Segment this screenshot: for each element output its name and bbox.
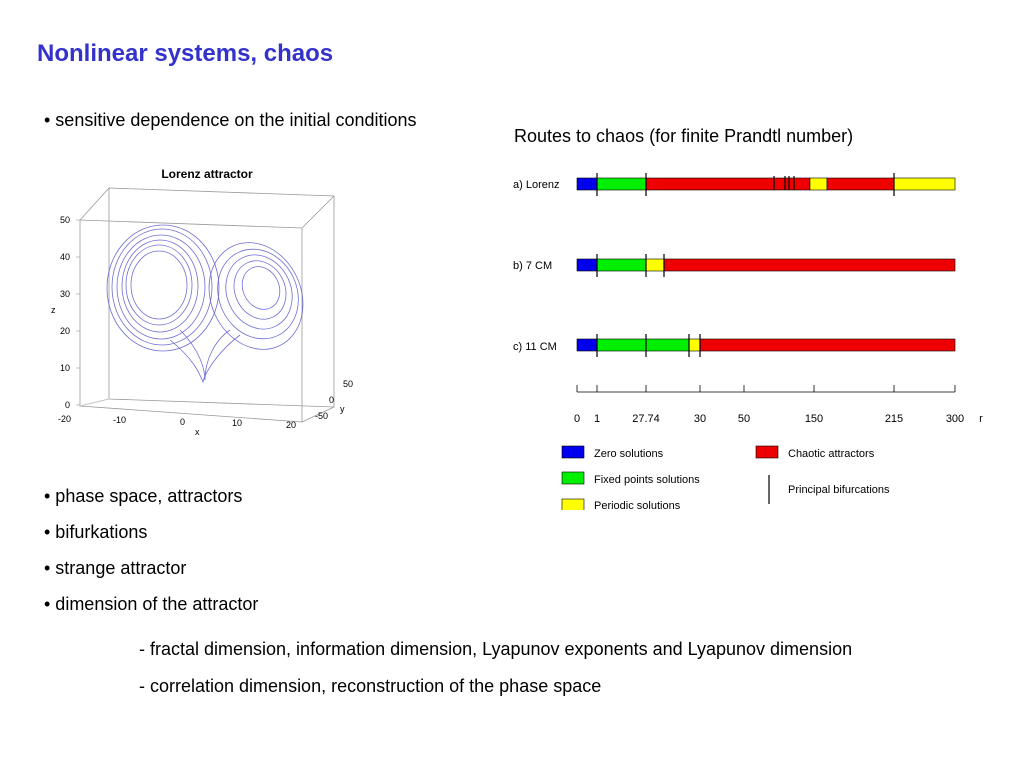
svg-text:215: 215 [885, 413, 903, 425]
svg-text:300: 300 [946, 413, 964, 425]
legend-swatch-periodic [561, 498, 585, 510]
svg-text:0: 0 [180, 417, 185, 427]
legend-swatch-chaotic [755, 445, 779, 459]
svg-text:20: 20 [60, 326, 70, 336]
svg-text:10: 10 [60, 363, 70, 373]
svg-text:0: 0 [574, 413, 580, 425]
bullet-sensitive-dependence: • sensitive dependence on the initial co… [44, 110, 417, 130]
legend-swatch-fixed [561, 471, 585, 485]
svg-text:1: 1 [594, 413, 600, 425]
slide-title: Nonlinear systems, chaos [37, 40, 334, 67]
svg-text:27.74: 27.74 [632, 413, 660, 425]
legend-swatch-zero [561, 445, 585, 459]
r-axis-ticks: 0 1 27.74 30 50 150 215 300 r [574, 413, 983, 425]
legend-chaotic: Chaotic attractors [788, 448, 875, 460]
z-axis: 50 40 30 20 10 0 z [51, 215, 70, 410]
bar-7cm [576, 258, 956, 272]
y-axis: 50 0 -50 y [315, 379, 353, 421]
subpoint-fractal-dimension: - fractal dimension, information dimensi… [139, 639, 853, 659]
legend-periodic: Periodic solutions [594, 500, 681, 510]
routes-diagram: a) Lorenz b) 7 CM c) 11 CM [513, 173, 983, 510]
r-axis [576, 385, 956, 393]
r-axis-unit: r [979, 413, 983, 425]
y-axis-label: y [340, 404, 345, 414]
routes-title: Routes to chaos (for finite Prandtl numb… [514, 126, 854, 146]
svg-text:50: 50 [738, 413, 750, 425]
bullet-bifurkations: • bifurkations [44, 522, 148, 542]
svg-text:10: 10 [232, 418, 242, 428]
bar-lorenz [576, 177, 956, 191]
row-label-11cm: c) 11 CM [513, 341, 557, 353]
x-axis: -20 -10 0 10 20 x [58, 414, 296, 437]
svg-text:-20: -20 [58, 414, 71, 424]
svg-text:40: 40 [60, 252, 70, 262]
legend-zero: Zero solutions [594, 448, 664, 460]
row-label-lorenz: a) Lorenz [513, 179, 559, 191]
legend: Zero solutions Fixed points solutions Pe… [561, 445, 890, 510]
subpoint-correlation-dimension: - correlation dimension, reconstruction … [139, 676, 602, 696]
svg-text:-50: -50 [315, 411, 328, 421]
bar-11cm [576, 338, 956, 352]
row-label-7cm: b) 7 CM [513, 260, 552, 272]
bullet-phase-space: • phase space, attractors [44, 486, 243, 506]
svg-text:0: 0 [65, 400, 70, 410]
bullet-dimension: • dimension of the attractor [44, 594, 259, 614]
plot-box [79, 187, 335, 423]
svg-text:20: 20 [286, 420, 296, 430]
svg-text:50: 50 [343, 379, 353, 389]
attractor-trajectory [106, 224, 304, 384]
plot-grid [79, 398, 110, 407]
svg-text:0: 0 [329, 395, 334, 405]
lorenz-title: Lorenz attractor [161, 167, 253, 181]
svg-text:30: 30 [60, 289, 70, 299]
legend-fixed: Fixed points solutions [594, 474, 700, 486]
svg-text:-10: -10 [113, 415, 126, 425]
z-axis-label: z [51, 305, 56, 315]
x-axis-label: x [195, 427, 200, 437]
lorenz-attractor-plot: Lorenz attractor 50 40 30 20 10 0 z -20 … [51, 167, 353, 437]
svg-text:30: 30 [694, 413, 706, 425]
legend-bifurcation: Principal bifurcations [788, 484, 890, 496]
svg-text:50: 50 [60, 215, 70, 225]
svg-text:150: 150 [805, 413, 823, 425]
bullet-strange-attractor: • strange attractor [44, 558, 187, 578]
